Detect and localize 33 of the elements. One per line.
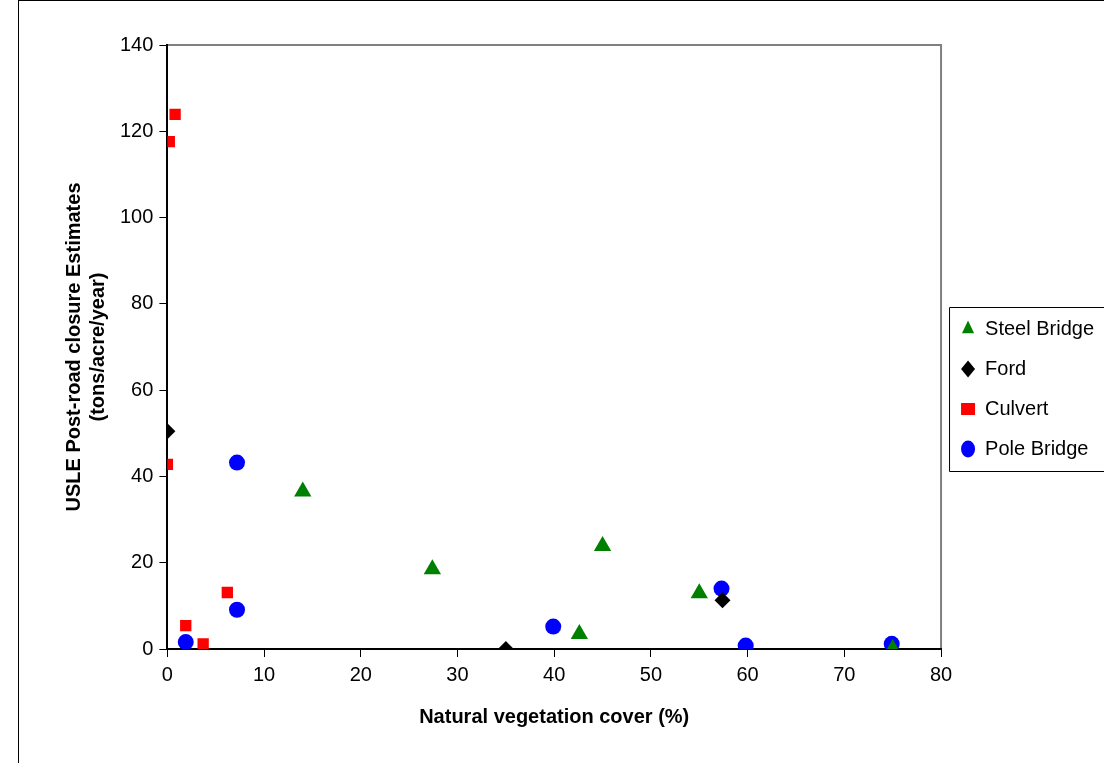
point — [169, 108, 181, 121]
point — [221, 586, 233, 599]
point — [177, 634, 194, 649]
x-tick-label: 20 — [349, 662, 372, 685]
y-axis-title: USLE Post-road closure Estimates (tons/acre/year) — [61, 182, 108, 512]
x-tick-label: 60 — [736, 662, 759, 685]
point — [423, 559, 442, 575]
point — [180, 620, 192, 632]
legend-label: Ford — [985, 356, 1027, 379]
y-tick-label: 80 — [131, 291, 154, 314]
y-tick-label: 60 — [131, 377, 154, 400]
y-tick-label: 100 — [119, 205, 154, 228]
legend-label: Pole Bridge — [985, 436, 1089, 459]
point — [229, 601, 245, 618]
y-tick-label: 0 — [142, 636, 154, 659]
x-tick-label: 10 — [252, 662, 276, 685]
y-tick-label: 140 — [119, 32, 154, 55]
point — [690, 583, 708, 599]
x-tick-label: 80 — [929, 662, 953, 685]
point — [197, 638, 209, 649]
x-tick-label: 40 — [543, 662, 566, 685]
y-tick-label: 40 — [131, 463, 154, 486]
x-tick-label: 30 — [446, 662, 469, 685]
x-tick-label: 70 — [833, 662, 856, 685]
y-tick-label: 120 — [119, 118, 154, 141]
x-tick-label: 50 — [639, 662, 663, 685]
x-tick-label: 0 — [161, 662, 173, 685]
point — [545, 618, 562, 635]
x-axis-title: Natural vegetation cover (%) — [419, 704, 690, 727]
point — [229, 454, 245, 471]
legend-label: Steel Bridge — [985, 316, 1095, 339]
y-tick-label: 20 — [131, 550, 154, 573]
legend-label: Culvert — [985, 396, 1049, 419]
